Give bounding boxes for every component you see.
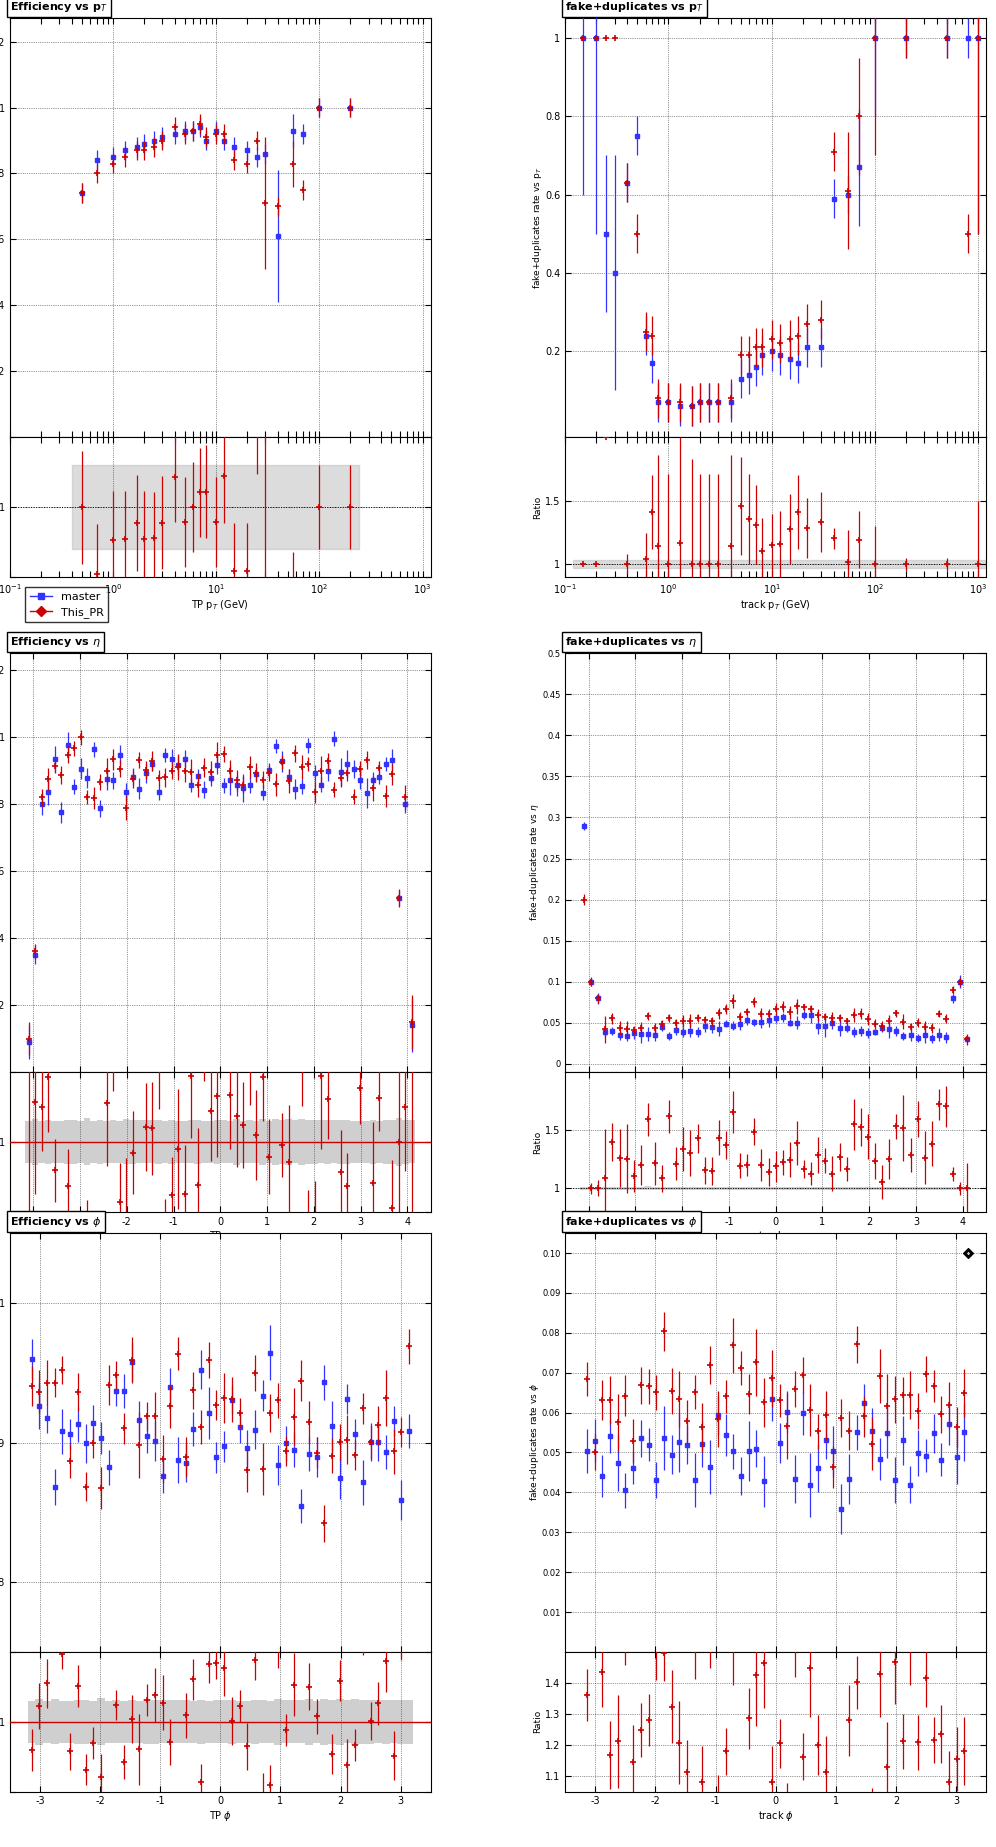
Text: Efficiency vs $\phi$: Efficiency vs $\phi$ bbox=[10, 1215, 102, 1228]
Y-axis label: fake+duplicates rate vs p$_T$: fake+duplicates rate vs p$_T$ bbox=[531, 166, 544, 290]
Y-axis label: Ratio: Ratio bbox=[533, 1130, 542, 1154]
Y-axis label: fake+duplicates rate vs $\eta$: fake+duplicates rate vs $\eta$ bbox=[528, 803, 541, 922]
X-axis label: TP $\phi$: TP $\phi$ bbox=[209, 1810, 232, 1823]
Y-axis label: Ratio: Ratio bbox=[533, 495, 542, 519]
X-axis label: TP $\eta$: TP $\eta$ bbox=[209, 1230, 232, 1243]
Text: fake+duplicates vs $\phi$: fake+duplicates vs $\phi$ bbox=[566, 1215, 697, 1228]
X-axis label: track $\eta$: track $\eta$ bbox=[758, 1230, 794, 1243]
X-axis label: TP p$_T$ (GeV): TP p$_T$ (GeV) bbox=[191, 598, 249, 613]
Legend: master, This_PR: master, This_PR bbox=[25, 587, 109, 622]
Y-axis label: Ratio: Ratio bbox=[533, 1710, 542, 1732]
X-axis label: track $\phi$: track $\phi$ bbox=[758, 1810, 794, 1823]
Text: Efficiency vs p$_T$: Efficiency vs p$_T$ bbox=[10, 0, 108, 15]
Text: Efficiency vs $\eta$: Efficiency vs $\eta$ bbox=[10, 635, 101, 648]
X-axis label: track p$_T$ (GeV): track p$_T$ (GeV) bbox=[740, 598, 811, 613]
Y-axis label: fake+duplicates rate vs $\phi$: fake+duplicates rate vs $\phi$ bbox=[528, 1383, 541, 1502]
Text: fake+duplicates vs p$_T$: fake+duplicates vs p$_T$ bbox=[566, 0, 704, 15]
Text: fake+duplicates vs $\eta$: fake+duplicates vs $\eta$ bbox=[566, 635, 697, 648]
